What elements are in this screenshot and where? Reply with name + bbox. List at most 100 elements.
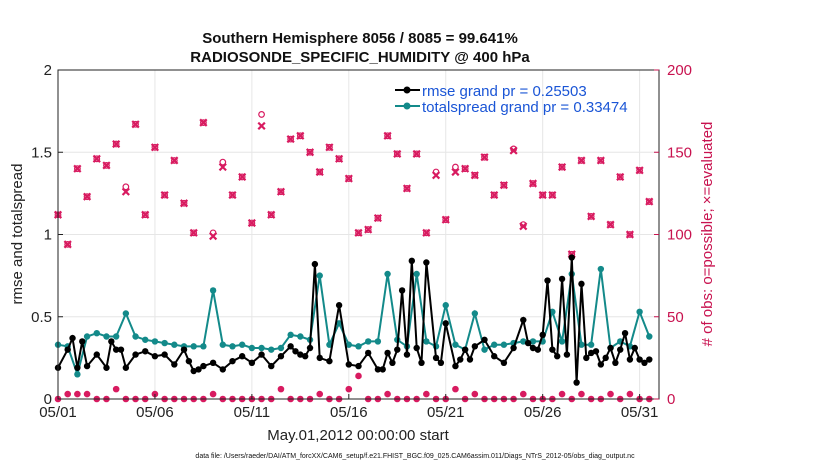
obs-zero-point (423, 390, 430, 398)
obs-evaluated-point (548, 190, 557, 200)
rmse-point (268, 362, 275, 370)
obs-evaluated-point (519, 222, 528, 231)
obs-zero-point (384, 390, 391, 398)
obs-evaluated-point (63, 240, 72, 249)
obs-evaluated-point (131, 120, 140, 129)
spread-point (578, 341, 585, 348)
obs-zero-point (345, 385, 353, 393)
obs-possible-point (587, 213, 595, 220)
rmse-point (549, 346, 556, 353)
obs-evaluated-point (267, 210, 276, 219)
obs-possible-point (219, 158, 227, 166)
obs-evaluated-point (528, 179, 538, 188)
obs-possible-point (151, 143, 159, 151)
rmse-point (626, 356, 634, 363)
spread-point (316, 272, 323, 279)
obs-evaluated-point (179, 199, 189, 208)
obs-evaluated-point (276, 187, 286, 196)
obs-evaluated-point (577, 156, 586, 165)
obs-possible-point (112, 140, 120, 148)
rmse-point (311, 260, 319, 268)
obs-possible-point (490, 191, 498, 199)
rmse-point (151, 353, 159, 360)
rmse-point (578, 280, 585, 288)
spread-point (248, 344, 256, 352)
obs-possible-point (384, 132, 391, 140)
spread-point (200, 343, 207, 350)
rmse-point (452, 362, 459, 370)
obs-evaluated-point (383, 131, 392, 140)
spread-point (520, 338, 527, 345)
rmse-point (161, 351, 168, 358)
obs-possible-point (461, 165, 469, 173)
obs-zero-point (607, 390, 614, 398)
rmse-point (398, 287, 406, 294)
x-tick-label: 05/11 (234, 404, 270, 421)
obs-possible-point (645, 198, 653, 206)
rmse-point (306, 344, 314, 352)
y-right-tick-label: 200 (667, 62, 692, 79)
obs-evaluated-point (247, 218, 256, 228)
spread-point (597, 265, 605, 273)
rmse-point (534, 346, 542, 353)
rmse-point (219, 366, 226, 373)
rmse-point (132, 351, 139, 358)
spread-point (258, 344, 265, 352)
obs-evaluated-point (499, 181, 508, 190)
rmse-point (597, 361, 605, 368)
rmse-point (379, 366, 386, 373)
spread-point (297, 333, 304, 340)
obs-evaluated-point (480, 153, 489, 162)
rmse-point (335, 302, 343, 309)
obs-evaluated-point (257, 121, 266, 131)
chart-subtitle: RADIOSONDE_SPECIFIC_HUMIDITY @ 400 hPa (190, 49, 530, 66)
rmse-point (403, 351, 411, 358)
x-ticks: 05/01 05/06 05/11 05/16 05/21 05/26 05/31 (39, 394, 658, 421)
spread-point (471, 310, 479, 317)
spread-point (646, 333, 653, 340)
rmse-point (74, 364, 81, 371)
obs-evaluated-point (422, 228, 431, 237)
obs-evaluated-point (286, 135, 295, 144)
obs-possible-point (316, 168, 324, 176)
spread-point (238, 341, 246, 348)
spread-point (122, 310, 130, 317)
x-tick-label: 05/21 (427, 404, 465, 421)
obs-possible-point (548, 191, 556, 199)
rmse-point (142, 348, 149, 355)
spread-point (374, 338, 382, 345)
rmse-point (112, 346, 120, 353)
rmse-point (364, 349, 372, 357)
obs-evaluated-point (557, 162, 567, 172)
obs-evaluated-point (189, 228, 198, 237)
plot-marks (53, 111, 654, 403)
obs-possible-point (364, 226, 372, 233)
rmse-point (389, 359, 396, 367)
rmse-point (418, 359, 425, 367)
rmse-point (277, 353, 285, 360)
legend-spread-label: totalspread grand pr = 0.33474 (422, 99, 628, 116)
spread-point (558, 338, 566, 345)
obs-evaluated-point (315, 167, 324, 177)
rmse-point (423, 259, 430, 266)
obs-possible-point (229, 191, 236, 199)
spread-point (335, 320, 343, 327)
obs-evaluated-point (490, 190, 499, 200)
obs-possible-point (122, 183, 130, 191)
obs-evaluated-point (102, 161, 111, 170)
obs-possible-point (141, 211, 149, 219)
obs-possible-point (403, 185, 411, 192)
obs-zero-point (74, 390, 81, 398)
obs-possible-point (103, 162, 110, 169)
obs-possible-point (296, 132, 304, 140)
rmse-point (355, 362, 362, 370)
obs-possible-point (636, 166, 644, 174)
obs-evaluated-point (170, 156, 179, 165)
rmse-point (209, 359, 217, 367)
y-tick-label: 0 (44, 391, 52, 408)
rmse-point (631, 344, 638, 352)
spread-point (161, 339, 168, 347)
spread-point (132, 333, 139, 340)
rmse-point (180, 346, 188, 353)
spread-point (384, 270, 391, 278)
